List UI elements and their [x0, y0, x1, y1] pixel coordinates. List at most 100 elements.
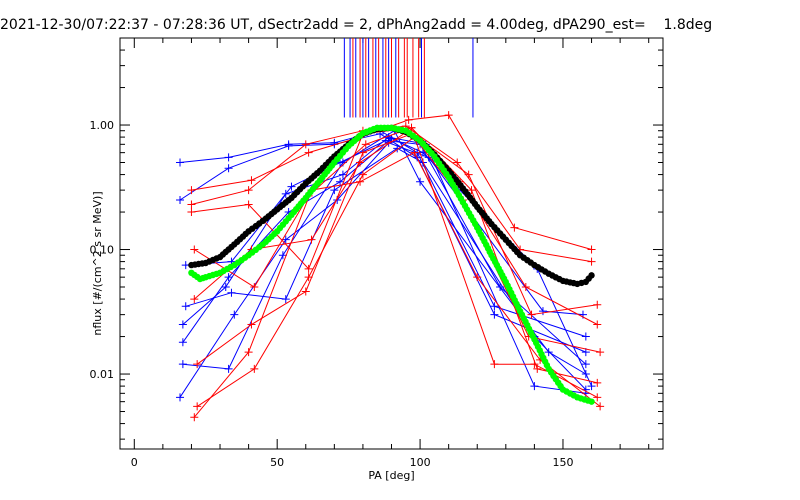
data-point — [250, 364, 259, 373]
data-point — [538, 307, 547, 316]
series-blue-3 — [178, 133, 590, 398]
data-point — [444, 111, 453, 120]
data-point — [247, 176, 256, 185]
data-point — [338, 170, 347, 179]
data-point — [193, 402, 202, 411]
data-point — [404, 115, 413, 124]
data-point — [224, 273, 233, 282]
data-point — [473, 273, 482, 282]
data-point — [596, 402, 605, 411]
data-point — [187, 200, 196, 209]
data-point — [224, 153, 233, 162]
x-tick-label: 150 — [552, 456, 573, 469]
data-point — [193, 360, 202, 369]
data-point — [581, 360, 590, 369]
data-point — [304, 264, 313, 273]
series-line — [196, 136, 598, 407]
data-point — [187, 186, 196, 195]
series-line — [191, 125, 592, 263]
data-point — [224, 364, 233, 373]
data-point — [393, 144, 402, 153]
y-tick-label: 0.01 — [90, 368, 115, 381]
data-point — [581, 370, 590, 379]
data-point — [530, 382, 539, 391]
data-point — [358, 148, 367, 157]
series-line — [182, 136, 586, 394]
data-point — [521, 283, 530, 292]
x-tick-label: 0 — [131, 456, 138, 469]
data-point — [467, 186, 476, 195]
series-line — [196, 133, 601, 365]
data-point — [176, 158, 185, 167]
data-point — [416, 177, 425, 186]
data-point — [221, 283, 230, 292]
data-point — [587, 382, 596, 391]
data-point — [187, 208, 196, 217]
data-point — [304, 273, 313, 282]
x-axis-label: PA [deg] — [368, 469, 414, 482]
y-axis-label: nflux [#/(cm^2 s sr MeV)] — [91, 191, 104, 335]
series-line — [185, 147, 587, 390]
series-line — [193, 151, 601, 418]
data-point — [190, 245, 199, 254]
data-point — [287, 182, 296, 191]
data-point — [407, 123, 416, 132]
data-point — [181, 302, 190, 311]
series-red-14 — [190, 148, 605, 422]
fit-point — [588, 272, 595, 279]
data-point — [490, 302, 499, 311]
data-point — [178, 360, 187, 369]
x-tick-label: 50 — [270, 456, 284, 469]
data-point — [278, 251, 287, 260]
data-point — [284, 141, 293, 150]
data-point — [247, 320, 256, 329]
data-point — [244, 348, 253, 357]
data-point — [281, 189, 290, 198]
data-point — [330, 186, 339, 195]
series-line — [194, 127, 598, 325]
data-point — [304, 148, 313, 157]
data-point — [250, 283, 259, 292]
data-point — [176, 195, 185, 204]
data-point — [178, 338, 187, 347]
data-point — [301, 140, 310, 149]
series-red-11 — [190, 126, 602, 319]
data-point — [593, 320, 602, 329]
series-blue-5 — [176, 138, 587, 402]
data-point — [190, 295, 199, 304]
data-point — [410, 148, 419, 157]
data-point — [527, 310, 536, 319]
data-point — [230, 310, 239, 319]
data-point — [190, 413, 199, 422]
data-point — [593, 393, 602, 402]
data-point — [244, 186, 253, 195]
x-tick-label: 100 — [410, 456, 431, 469]
y-tick-label: 1.00 — [90, 119, 115, 132]
data-point — [307, 235, 316, 244]
data-point — [453, 158, 462, 167]
data-point — [593, 378, 602, 387]
data-point — [358, 170, 367, 179]
data-point — [178, 320, 187, 329]
data-point — [281, 295, 290, 304]
data-point — [596, 348, 605, 357]
data-point — [544, 348, 553, 357]
data-point — [490, 360, 499, 369]
y-tick-label: 0.10 — [90, 244, 115, 257]
data-point — [227, 288, 236, 297]
data-point — [356, 177, 365, 186]
data-point — [424, 153, 433, 162]
data-point — [361, 140, 370, 149]
data-point — [464, 170, 473, 179]
data-point — [510, 223, 519, 232]
chart-title: 2021-12-30/07:22:37 - 07:28:36 UT, dSect… — [0, 17, 713, 33]
data-point — [490, 310, 499, 319]
data-point — [533, 364, 542, 373]
data-point — [244, 200, 253, 209]
data-point — [224, 164, 233, 173]
fit-point — [588, 398, 595, 405]
data-point — [301, 287, 310, 296]
data-point — [176, 393, 185, 402]
data-point — [593, 300, 602, 309]
